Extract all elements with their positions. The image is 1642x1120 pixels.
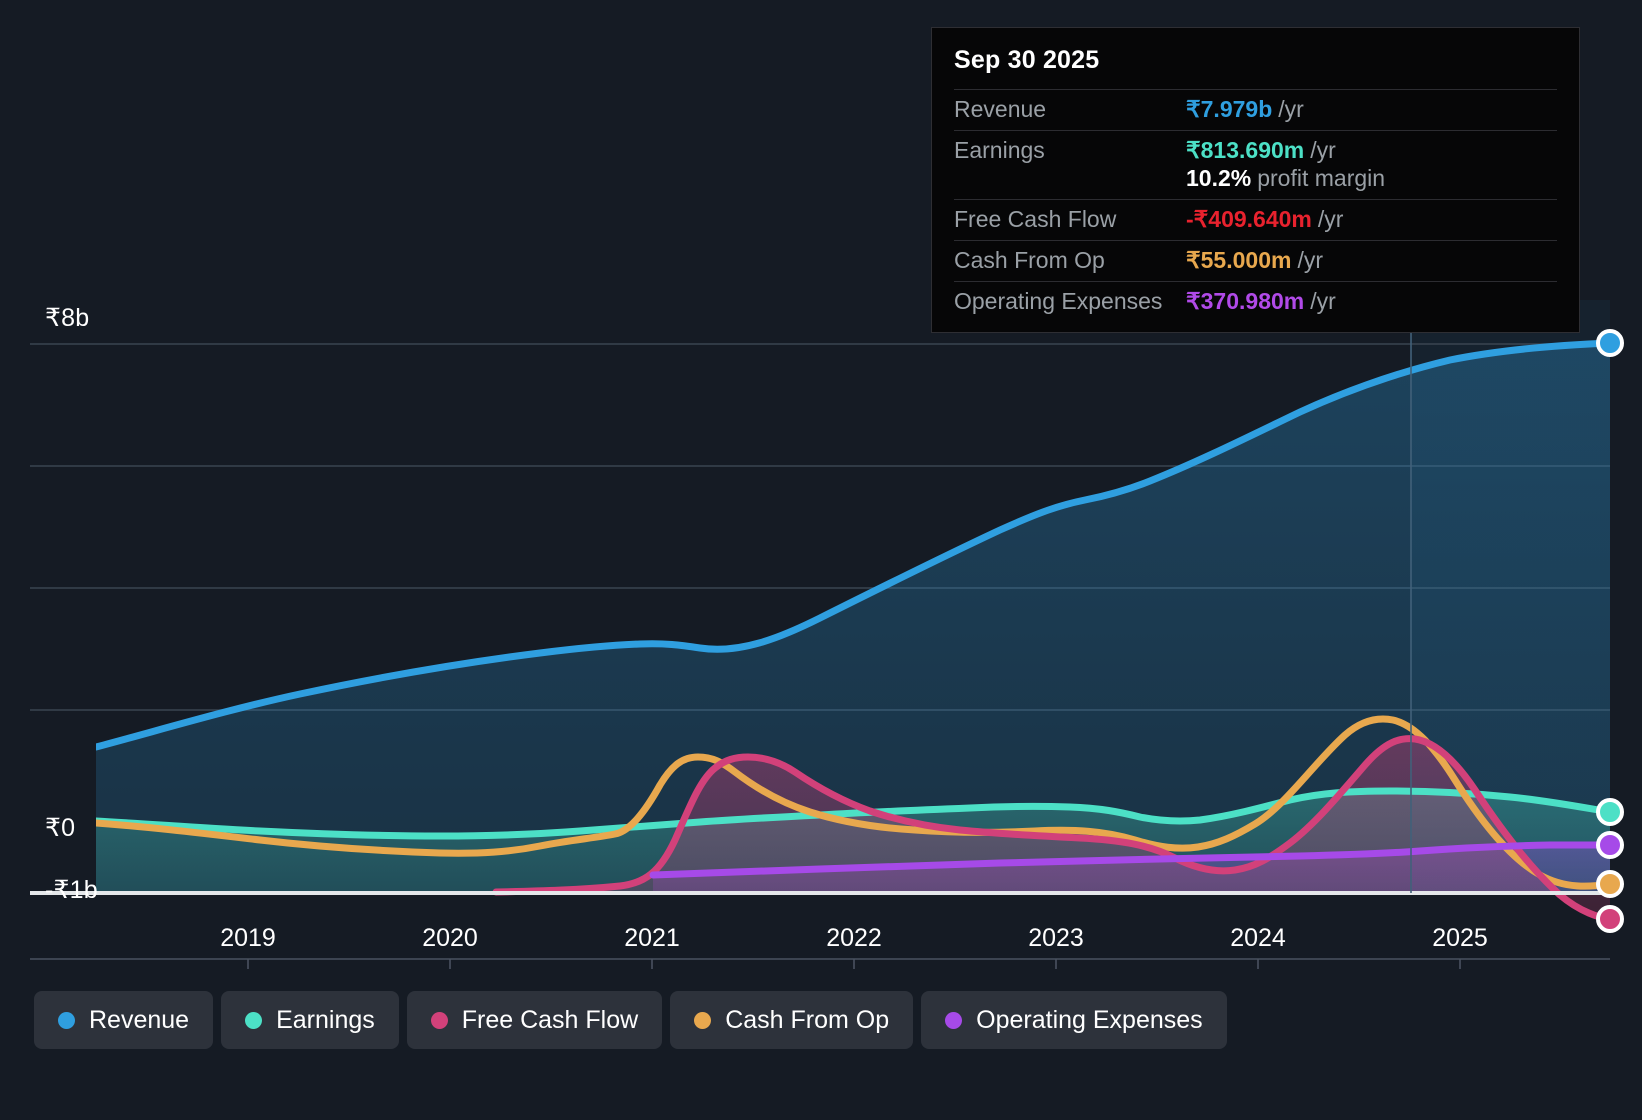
legend-label-revenue: Revenue: [89, 1005, 190, 1034]
tooltip-unit-operating-expenses: /yr: [1310, 288, 1336, 314]
tooltip-row-free-cash-flow: Free Cash Flow -₹409.640m /yr: [954, 199, 1557, 240]
legend-label-earnings: Earnings: [276, 1005, 375, 1034]
tooltip-value-operating-expenses: ₹370.980m: [1186, 288, 1305, 314]
x-axis-tick-2024: 2024: [1230, 924, 1286, 952]
legend-dot-cash-from-op-icon: [694, 1011, 712, 1029]
y-axis-label-top: ₹8b: [45, 304, 90, 332]
tooltip-row-earnings: Earnings ₹813.690m /yr: [954, 130, 1557, 171]
x-axis-tick-2022: 2022: [826, 924, 882, 952]
tooltip-row-revenue: Revenue ₹7.979b /yr: [954, 89, 1557, 130]
legend-item-operating-expenses[interactable]: Operating Expenses: [921, 991, 1227, 1049]
series-endpoint-markers: [1596, 329, 1624, 933]
endpoint-marker-free-cash-flow: [1596, 905, 1624, 933]
tooltip-value-cash-from-op: ₹55.000m: [1186, 247, 1292, 273]
tooltip-value-free-cash-flow: -₹409.640m: [1186, 206, 1312, 232]
tooltip-label-operating-expenses: Operating Expenses: [954, 288, 1163, 314]
legend-label-cash-from-op: Cash From Op: [725, 1005, 890, 1034]
legend-dot-earnings-icon: [245, 1011, 263, 1029]
legend-dot-operating-expenses-icon: [945, 1011, 963, 1029]
endpoint-marker-cash-from-op: [1596, 870, 1624, 898]
tooltip-label-cash-from-op: Cash From Op: [954, 247, 1105, 273]
tooltip-label-profit-margin: profit margin: [1257, 165, 1386, 191]
x-axis-tick-2021: 2021: [624, 924, 680, 952]
tooltip-date: Sep 30 2025: [954, 46, 1100, 74]
series-line-free-cash-flow: [492, 735, 1610, 923]
legend-item-cash-from-op[interactable]: Cash From Op: [670, 991, 914, 1049]
tooltip-unit-revenue: /yr: [1278, 96, 1304, 122]
tooltip-label-free-cash-flow: Free Cash Flow: [954, 206, 1117, 232]
series-area-revenue: [96, 343, 1610, 893]
y-axis-label-negative: -₹1b: [45, 876, 98, 904]
x-axis-tick-2025: 2025: [1432, 924, 1488, 952]
x-axis-tick-2023: 2023: [1028, 924, 1084, 952]
x-axis: [30, 958, 1610, 969]
y-axis-label-zero: ₹0: [45, 814, 76, 842]
tooltip-value-earnings: ₹813.690m: [1186, 137, 1305, 163]
data-point-tooltip: Sep 30 2025 Revenue ₹7.979b /yr Earnings…: [931, 27, 1580, 333]
endpoint-marker-earnings: [1596, 798, 1624, 826]
tooltip-row-operating-expenses: Operating Expenses ₹370.980m /yr: [954, 281, 1557, 322]
tooltip-label-earnings: Earnings: [954, 137, 1045, 163]
endpoint-marker-revenue: [1596, 329, 1624, 357]
series-line-cash-from-op: [96, 715, 1610, 890]
legend-item-revenue[interactable]: Revenue: [34, 991, 214, 1049]
tooltip-value-profit-margin: 10.2%: [1186, 165, 1252, 191]
series-line-earnings: [96, 787, 1610, 840]
tooltip-row-profit-margin: 10.2% profit margin: [954, 165, 1557, 199]
tooltip-unit-earnings: /yr: [1310, 137, 1336, 163]
legend-item-earnings[interactable]: Earnings: [221, 991, 399, 1049]
legend-label-free-cash-flow: Free Cash Flow: [461, 1005, 639, 1034]
series-line-revenue: [96, 339, 1610, 751]
series-line-operating-expenses: [649, 841, 1610, 879]
endpoint-marker-operating-expenses: [1596, 831, 1624, 859]
legend-item-free-cash-flow[interactable]: Free Cash Flow: [406, 991, 663, 1049]
tooltip-value-revenue: ₹7.979b: [1186, 96, 1273, 122]
legend-dot-revenue-icon: [58, 1011, 75, 1029]
tooltip-row-cash-from-op: Cash From Op ₹55.000m /yr: [954, 240, 1557, 281]
legend-dot-free-cash-flow-icon: [430, 1011, 448, 1029]
x-axis-tick-2019: 2019: [220, 924, 276, 952]
tooltip-unit-free-cash-flow: /yr: [1317, 206, 1344, 232]
tooltip-label-revenue: Revenue: [954, 96, 1047, 122]
x-axis-tick-2020: 2020: [422, 924, 478, 952]
tooltip-unit-cash-from-op: /yr: [1297, 247, 1323, 273]
legend-label-operating-expenses: Operating Expenses: [976, 1005, 1203, 1034]
chart-legend: Revenue Earnings Free Cash Flow Cash Fro…: [34, 991, 1227, 1049]
